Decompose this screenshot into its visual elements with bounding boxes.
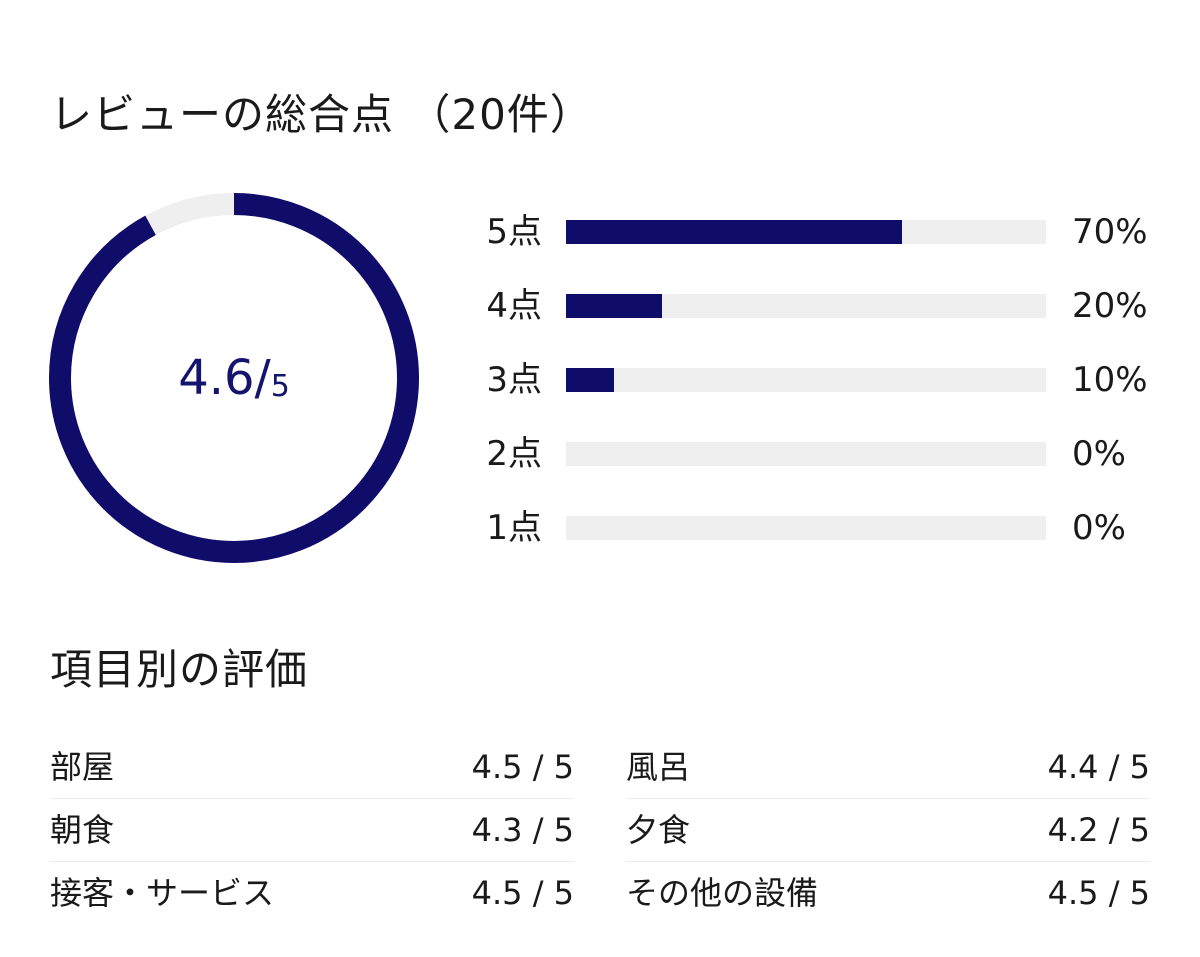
category-score: 4.5 / 5 [1047,874,1150,912]
category-row: 朝食 4.3 / 5 [50,799,574,862]
category-name: 夕食 [626,811,691,849]
distribution-row: 1点 0% [470,491,1170,565]
overall-score-max: 5 [270,369,290,404]
category-name: 風呂 [626,748,691,786]
category-score: 4.5 / 5 [471,874,574,912]
donut-chart [49,193,419,563]
category-row: その他の設備 4.5 / 5 [626,862,1150,924]
category-name: 接客・サービス [50,874,275,912]
category-column-left: 部屋 4.5 / 5 朝食 4.3 / 5 接客・サービス 4.5 / 5 [50,736,574,924]
distribution-percent: 10% [1072,360,1148,400]
distribution-bar-track [566,442,1046,466]
distribution-bar-track [566,294,1046,318]
distribution-label: 5点 [486,212,542,252]
category-name: その他の設備 [626,874,819,912]
overall-score-value: 4.6/ [178,350,271,406]
distribution-percent: 20% [1072,286,1148,326]
distribution-percent: 70% [1072,212,1148,252]
distribution-label: 2点 [486,434,542,474]
distribution-label: 1点 [486,508,542,548]
distribution-bar-fill [566,294,662,318]
distribution-bar-track [566,220,1046,244]
distribution-bar-fill [566,220,902,244]
category-row: 接客・サービス 4.5 / 5 [50,862,574,924]
category-score: 4.2 / 5 [1047,811,1150,849]
distribution-bar-fill [566,368,614,392]
distribution-label: 4点 [486,286,542,326]
page-title: レビューの総合点 （20件） [50,90,593,139]
distribution-bar-track [566,368,1046,392]
distribution-percent: 0% [1072,434,1126,474]
distribution-row: 2点 0% [470,417,1170,491]
category-row: 風呂 4.4 / 5 [626,736,1150,799]
distribution-row: 5点 70% [470,195,1170,269]
overall-score-donut: 4.6/ 5 [44,188,424,568]
category-score: 4.4 / 5 [1047,748,1150,786]
category-row: 夕食 4.2 / 5 [626,799,1150,862]
category-row: 部屋 4.5 / 5 [50,736,574,799]
category-ratings-title: 項目別の評価 [50,645,309,694]
distribution-label: 3点 [486,360,542,400]
distribution-percent: 0% [1072,508,1126,548]
category-name: 部屋 [50,748,115,786]
category-name: 朝食 [50,811,115,849]
distribution-bar-track [566,516,1046,540]
donut-fill [49,193,419,563]
category-score: 4.3 / 5 [471,811,574,849]
distribution-row: 4点 20% [470,269,1170,343]
overall-score: 4.6/ 5 [44,188,424,568]
distribution-row: 3点 10% [470,343,1170,417]
category-column-right: 風呂 4.4 / 5 夕食 4.2 / 5 その他の設備 4.5 / 5 [626,736,1150,924]
category-score: 4.5 / 5 [471,748,574,786]
